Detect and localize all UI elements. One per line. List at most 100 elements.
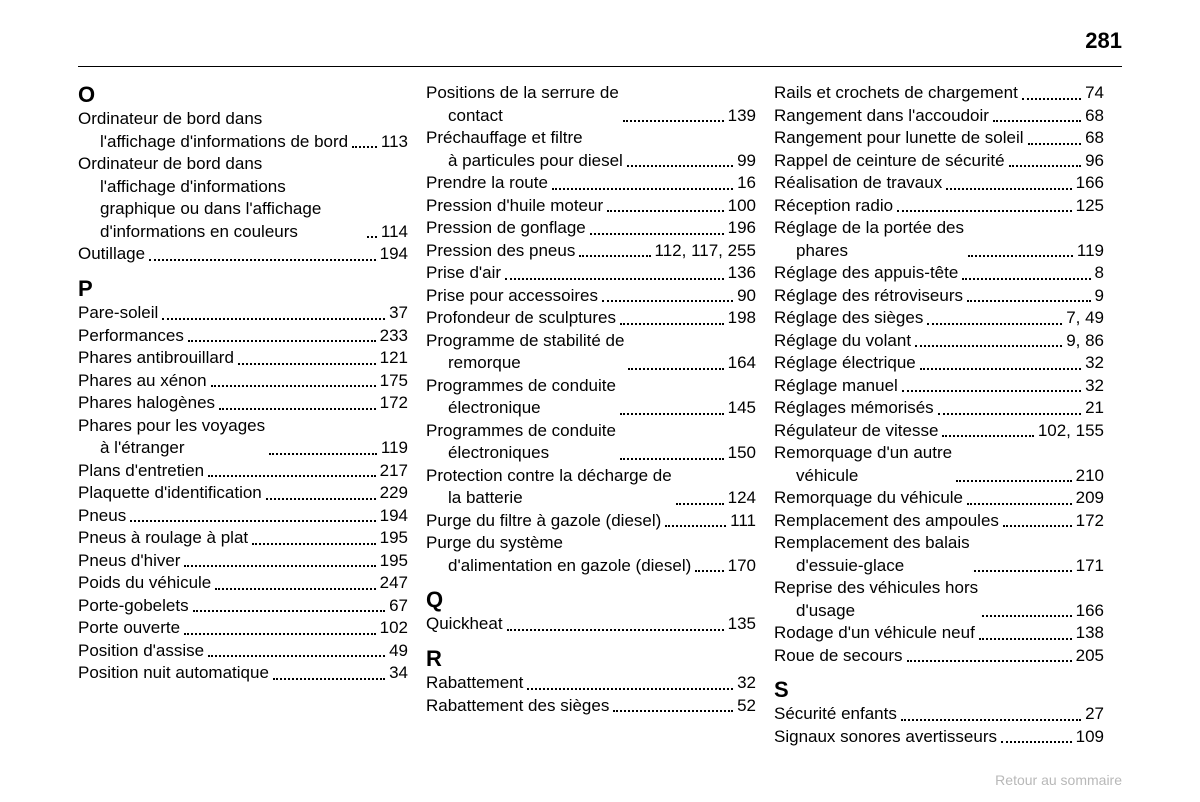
index-entry: Ordinateur de bord dansl'affichage d'inf… bbox=[78, 108, 408, 153]
index-entry: Phares halogènes172 bbox=[78, 392, 408, 415]
index-entry-page: 37 bbox=[389, 302, 408, 325]
index-entry-page: 198 bbox=[728, 307, 756, 330]
index-entry: Réglage électrique32 bbox=[774, 352, 1104, 375]
leader-dots bbox=[623, 120, 724, 122]
index-entry-label: Plans d'entretien bbox=[78, 460, 204, 483]
index-entry: Profondeur de sculptures198 bbox=[426, 307, 756, 330]
index-entry: Réception radio125 bbox=[774, 195, 1104, 218]
index-entry-label: Programme de stabilité deremorque bbox=[426, 330, 624, 375]
index-entry-page: 8 bbox=[1095, 262, 1104, 285]
leader-dots bbox=[938, 413, 1081, 415]
leader-dots bbox=[527, 688, 733, 690]
index-entry: Réglage manuel32 bbox=[774, 375, 1104, 398]
leader-dots bbox=[505, 278, 724, 280]
index-entry-label: Réception radio bbox=[774, 195, 893, 218]
leader-dots bbox=[676, 503, 724, 505]
index-entry-label: Pare-soleil bbox=[78, 302, 158, 325]
index-entry-label: Signaux sonores avertisseurs bbox=[774, 726, 997, 749]
index-entry: Rangement dans l'accoudoir 68 bbox=[774, 105, 1104, 128]
index-entry: Phares pour les voyagesà l'étranger119 bbox=[78, 415, 408, 460]
leader-dots bbox=[942, 435, 1033, 437]
index-entry-page: 67 bbox=[389, 595, 408, 618]
index-entry: Prise pour accessoires90 bbox=[426, 285, 756, 308]
index-entry-label: Porte ouverte bbox=[78, 617, 180, 640]
index-entry: Rangement pour lunette de soleil68 bbox=[774, 127, 1104, 150]
index-entry-label: Ordinateur de bord dansl'affichage d'inf… bbox=[78, 108, 348, 153]
index-column: Rails et crochets de chargement74Rangeme… bbox=[774, 82, 1122, 748]
index-entry-label: Outillage bbox=[78, 243, 145, 266]
index-entry-page: 21 bbox=[1085, 397, 1104, 420]
leader-dots bbox=[628, 368, 723, 370]
leader-dots bbox=[901, 719, 1081, 721]
index-entry-page: 195 bbox=[380, 550, 408, 573]
index-entry-label: Plaquette d'identification bbox=[78, 482, 262, 505]
index-entry: Purge du systèmed'alimentation en gazole… bbox=[426, 532, 756, 577]
index-entry-page: 7, 49 bbox=[1066, 307, 1104, 330]
index-entry-label: Prise pour accessoires bbox=[426, 285, 598, 308]
leader-dots bbox=[1001, 741, 1072, 743]
leader-dots bbox=[920, 368, 1081, 370]
footer-link[interactable]: Retour au sommaire bbox=[995, 772, 1122, 788]
header-rule bbox=[78, 66, 1122, 67]
index-entry-label: Phares antibrouillard bbox=[78, 347, 234, 370]
index-entry-label: Pression des pneus bbox=[426, 240, 575, 263]
index-entry: Protection contre la décharge dela batte… bbox=[426, 465, 756, 510]
index-entry: Positions de la serrure decontact139 bbox=[426, 82, 756, 127]
index-entry-page: 172 bbox=[1076, 510, 1104, 533]
index-entry-page: 27 bbox=[1085, 703, 1104, 726]
leader-dots bbox=[1028, 143, 1082, 145]
index-entry: Purge du filtre à gazole (diesel)111 bbox=[426, 510, 756, 533]
leader-dots bbox=[149, 259, 376, 261]
leader-dots bbox=[607, 210, 724, 212]
index-entry-label: Préchauffage et filtreà particules pour … bbox=[426, 127, 623, 172]
index-entry: Outillage194 bbox=[78, 243, 408, 266]
index-column: Positions de la serrure decontact139Préc… bbox=[426, 82, 774, 748]
index-entry-page: 175 bbox=[380, 370, 408, 393]
leader-dots bbox=[208, 655, 385, 657]
index-entry-page: 145 bbox=[728, 397, 756, 420]
index-entry: Réglage des sièges7, 49 bbox=[774, 307, 1104, 330]
leader-dots bbox=[915, 345, 1062, 347]
index-entry-page: 74 bbox=[1085, 82, 1104, 105]
index-entry-page: 68 bbox=[1085, 105, 1104, 128]
index-entry-page: 210 bbox=[1076, 465, 1104, 488]
index-entry-page: 196 bbox=[728, 217, 756, 240]
section-letter: P bbox=[78, 276, 408, 302]
leader-dots bbox=[613, 710, 733, 712]
leader-dots bbox=[552, 188, 733, 190]
index-entry-label: Rangement dans l'accoudoir bbox=[774, 105, 989, 128]
leader-dots bbox=[982, 615, 1072, 617]
index-entry-label: Rabattement des sièges bbox=[426, 695, 609, 718]
index-entry-label: Programmes de conduiteélectronique bbox=[426, 375, 616, 420]
index-entry: Programmes de conduiteélectroniques150 bbox=[426, 420, 756, 465]
leader-dots bbox=[269, 453, 377, 455]
index-entry-page: 9, 86 bbox=[1066, 330, 1104, 353]
index-entry-label: Réalisation de travaux bbox=[774, 172, 942, 195]
leader-dots bbox=[967, 503, 1072, 505]
index-entry: Réalisation de travaux166 bbox=[774, 172, 1104, 195]
index-entry: Réglage du volant9, 86 bbox=[774, 330, 1104, 353]
index-entry-label: Prendre la route bbox=[426, 172, 548, 195]
index-entry-page: 9 bbox=[1095, 285, 1104, 308]
index-entry-label: Position nuit automatique bbox=[78, 662, 269, 685]
index-entry-page: 247 bbox=[380, 572, 408, 595]
index-entry-label: Pneus bbox=[78, 505, 126, 528]
leader-dots bbox=[1009, 165, 1081, 167]
index-entry: Porte-gobelets 67 bbox=[78, 595, 408, 618]
index-entry-label: Programmes de conduiteélectroniques bbox=[426, 420, 616, 465]
index-entry-label: Prise d'air bbox=[426, 262, 501, 285]
index-column: OOrdinateur de bord dansl'affichage d'in… bbox=[78, 82, 426, 748]
index-entry: Réglage des appuis-tête8 bbox=[774, 262, 1104, 285]
leader-dots bbox=[620, 458, 724, 460]
index-entry-label: Position d'assise bbox=[78, 640, 204, 663]
index-entry: Roue de secours205 bbox=[774, 645, 1104, 668]
index-entry-label: Porte-gobelets bbox=[78, 595, 189, 618]
index-entry: Plaquette d'identification229 bbox=[78, 482, 408, 505]
index-entry-page: 113 bbox=[381, 131, 408, 154]
index-entry-page: 119 bbox=[381, 437, 408, 460]
index-entry: Réglage des rétroviseurs9 bbox=[774, 285, 1104, 308]
leader-dots bbox=[993, 120, 1081, 122]
index-entry-label: Purge du filtre à gazole (diesel) bbox=[426, 510, 661, 533]
index-entry-label: Remplacement des balaisd'essuie-glace bbox=[774, 532, 970, 577]
index-entry-page: 136 bbox=[728, 262, 756, 285]
